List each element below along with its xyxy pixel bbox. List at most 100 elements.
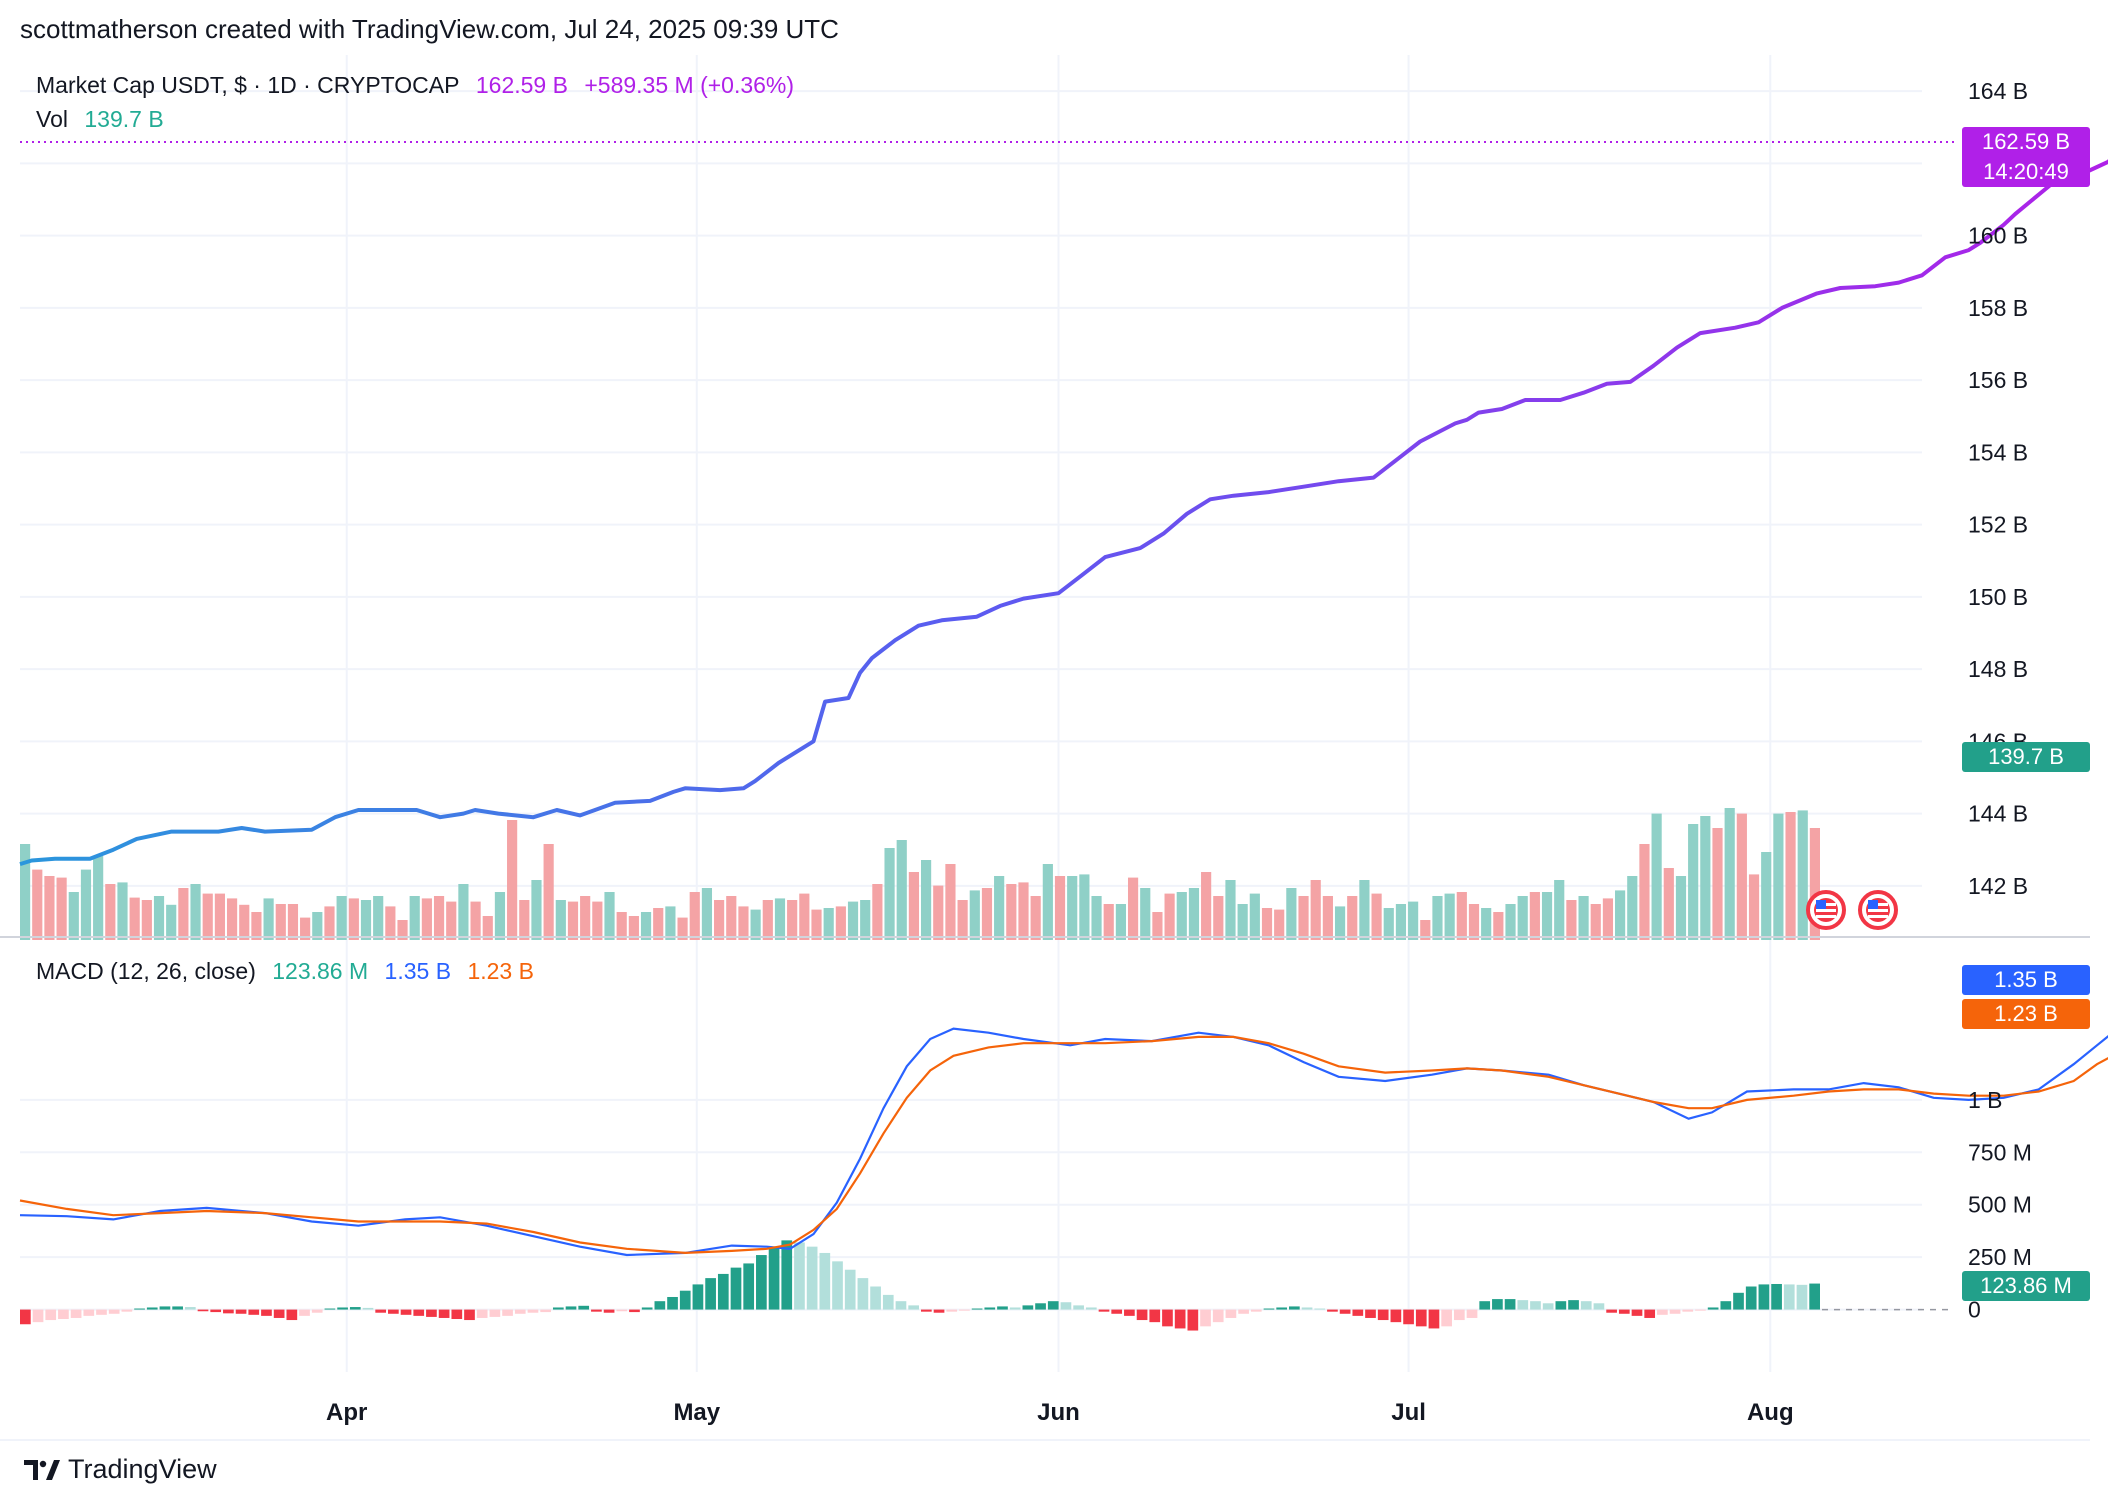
volume-bar xyxy=(32,869,43,940)
histogram-bar xyxy=(1428,1309,1440,1329)
volume-bar xyxy=(1663,868,1674,940)
legend-macd-signal: 1.23 B xyxy=(467,958,534,984)
histogram-bar xyxy=(1492,1299,1503,1310)
volume-bar xyxy=(80,869,92,940)
histogram-bar xyxy=(1555,1301,1567,1310)
date-x-axis: Apr May Jun Jul Aug xyxy=(326,1399,1794,1426)
histogram-bar xyxy=(743,1263,755,1310)
volume-bar xyxy=(1298,896,1309,940)
volume-bar xyxy=(251,912,262,940)
volume-bar xyxy=(1432,896,1443,940)
histogram-bar xyxy=(1758,1284,1770,1310)
histogram-bar xyxy=(1200,1309,1211,1327)
event-flag-icon[interactable] xyxy=(1806,890,1846,930)
histogram-bar xyxy=(197,1309,209,1312)
histogram-bar xyxy=(451,1309,463,1320)
y-tick-label: 160 B xyxy=(1968,223,2028,249)
volume-bar xyxy=(738,906,749,940)
histogram-bar xyxy=(641,1307,653,1310)
volume-bar xyxy=(1566,900,1577,940)
histogram-bar xyxy=(1568,1300,1579,1310)
legend-change: +589.35 M (+0.36%) xyxy=(584,72,795,98)
histogram-bar xyxy=(1377,1309,1389,1321)
histogram-bar xyxy=(146,1307,158,1310)
histogram-bar xyxy=(1289,1306,1300,1310)
histogram-bar xyxy=(591,1309,602,1312)
histogram-bar xyxy=(375,1309,387,1313)
histogram-bar xyxy=(527,1309,539,1313)
volume-bar xyxy=(957,900,968,940)
volume-bar xyxy=(433,896,445,940)
volume-bar xyxy=(93,856,104,940)
volume-bar xyxy=(1615,890,1626,940)
volume-bar xyxy=(1310,880,1321,940)
volume-bar xyxy=(567,901,579,940)
signal-series-line xyxy=(19,1035,2108,1255)
volume-bar xyxy=(1590,904,1601,940)
volume-tag: 139.7 B xyxy=(1962,742,2090,772)
event-flag-icon[interactable] xyxy=(1858,890,1898,930)
histogram-bar xyxy=(1339,1309,1351,1314)
histogram-bar xyxy=(629,1309,640,1313)
histogram-bar xyxy=(1517,1300,1529,1310)
volume-bar xyxy=(701,888,713,940)
histogram-bar xyxy=(172,1306,183,1310)
volume-bar xyxy=(360,900,372,940)
y-tick-label: 1 B xyxy=(1968,1087,2003,1113)
volume-bar xyxy=(616,912,627,940)
volume-bar xyxy=(1712,828,1723,940)
volume-bar xyxy=(969,890,980,940)
y-tick-label: 144 B xyxy=(1968,801,2028,827)
histogram-bar xyxy=(1314,1308,1326,1310)
histogram-bar xyxy=(502,1309,513,1316)
volume-bar xyxy=(458,884,469,940)
histogram-bar xyxy=(286,1309,298,1321)
histogram-bar xyxy=(1593,1303,1605,1310)
volume-bar xyxy=(1761,852,1772,940)
histogram-bar xyxy=(223,1309,234,1314)
histogram-bar xyxy=(565,1306,577,1310)
volume-bar xyxy=(1481,908,1492,940)
y-tick-label: 158 B xyxy=(1968,295,2028,321)
brand-footer[interactable]: TradingView xyxy=(24,1454,217,1485)
legend-vol-label[interactable]: Vol xyxy=(36,106,68,132)
x-tick-label: May xyxy=(673,1399,720,1426)
histogram-bar xyxy=(1136,1309,1148,1321)
histogram-bar xyxy=(1250,1309,1262,1312)
volume-bar xyxy=(1408,901,1419,940)
histogram-bar xyxy=(679,1290,691,1310)
macd-y-axis: 0 250 M 500 M 750 M 1 B xyxy=(1968,1087,2032,1323)
histogram-bar xyxy=(806,1246,818,1310)
volume-bar xyxy=(750,909,761,940)
volume-bar xyxy=(275,904,286,940)
y-tick-label: 152 B xyxy=(1968,512,2028,538)
volume-bar xyxy=(981,888,993,940)
volume-bar xyxy=(44,876,55,940)
volume-bar xyxy=(373,896,384,940)
volume-bar xyxy=(665,906,676,940)
histogram-bar xyxy=(895,1301,907,1310)
legend-symbol[interactable]: Market Cap USDT, $ · 1D · CRYPTOCAP xyxy=(36,72,460,98)
volume-bar xyxy=(811,909,822,940)
volume-bar xyxy=(1736,813,1747,940)
histogram-bar xyxy=(32,1309,44,1323)
histogram-bar xyxy=(45,1309,57,1321)
legend-macd-label[interactable]: MACD (12, 26, close) xyxy=(36,958,256,984)
volume-bar xyxy=(1188,888,1200,940)
histogram-bar xyxy=(1365,1309,1376,1318)
volume-bar xyxy=(1468,904,1480,940)
volume-bar xyxy=(312,912,323,940)
histogram-bar xyxy=(997,1306,1008,1310)
histogram-bar xyxy=(882,1294,894,1310)
volume-bar xyxy=(226,898,238,940)
volume-bar xyxy=(1493,912,1504,940)
volume-bar xyxy=(1176,892,1187,940)
volume-bar xyxy=(1688,824,1699,940)
histogram-bar xyxy=(1352,1309,1364,1316)
volume-bar xyxy=(555,900,566,940)
histogram-bar xyxy=(1542,1303,1554,1310)
histogram-bar xyxy=(1682,1309,1694,1312)
volume-bar xyxy=(860,900,871,940)
histogram-bar xyxy=(121,1309,133,1312)
